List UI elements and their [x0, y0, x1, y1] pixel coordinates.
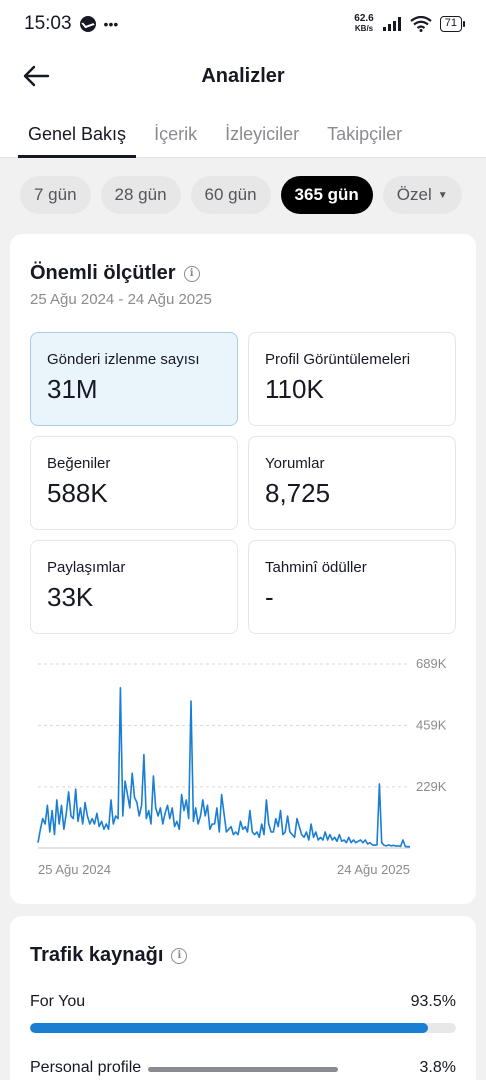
tab-viewers[interactable]: İzleyiciler: [225, 124, 300, 144]
app-header: Analizler: [0, 48, 486, 104]
messenger-icon: [79, 16, 96, 32]
tab-content[interactable]: İçerik: [154, 124, 198, 144]
period-custom[interactable]: Özel ▼: [382, 176, 462, 214]
clock: 15:03: [24, 13, 72, 34]
traffic-row-personal-profile: Personal profile 3.8%: [30, 1059, 456, 1077]
x-tick-label: 24 Ağu 2025: [337, 862, 410, 877]
tab-overview[interactable]: Genel Bakış: [18, 104, 137, 158]
date-range: 25 Ağu 2024 - 24 Ağu 2025: [30, 291, 212, 308]
key-metrics-title: Önemli ölçütler i: [30, 262, 456, 285]
wifi-icon: [410, 16, 432, 32]
caret-down-icon: ▼: [437, 189, 448, 201]
metric-label: Paylaşımlar: [47, 559, 126, 576]
metric-label: Tahminî ödüller: [265, 559, 367, 576]
metric-profile-views[interactable]: Profil Görüntülemeleri 110K: [248, 332, 456, 426]
page-title: Analizler: [201, 64, 285, 87]
metric-label: Yorumlar: [265, 455, 325, 472]
metric-post-views[interactable]: Gönderi izlenme sayısı 31M: [30, 332, 238, 426]
period-selector: 7 gün 28 gün 60 gün 365 gün Özel ▼: [0, 158, 486, 232]
metric-label: Gönderi izlenme sayısı: [47, 351, 200, 368]
traffic-source-title-text: Trafik kaynağı: [30, 944, 164, 966]
traffic-source-card: Trafik kaynağı i For You 93.5% Personal …: [10, 916, 476, 1080]
period-28-days[interactable]: 28 gün: [100, 176, 181, 214]
period-7-days[interactable]: 7 gün: [20, 176, 91, 214]
network-speed: 62.6 KB/s: [354, 13, 374, 34]
traffic-source-value: 93.5%: [410, 993, 456, 1010]
views-chart[interactable]: 689K 459K 229K 25 Ağu 2024 24 Ağu 2025: [30, 652, 456, 892]
metric-likes[interactable]: Beğeniler 588K: [30, 436, 238, 530]
back-arrow-icon[interactable]: [22, 64, 50, 88]
metric-value: 8,725: [265, 478, 331, 508]
y-tick-label: 689K: [416, 656, 447, 671]
key-metrics-title-text: Önemli ölçütler: [30, 262, 176, 284]
status-bar: 15:03 ••• 62.6 KB/s 71: [0, 0, 486, 48]
series-line: [37, 687, 410, 848]
traffic-source-label: Personal profile: [30, 1059, 142, 1076]
period-365-days[interactable]: 365 gün: [280, 176, 373, 214]
signal-icon: [382, 17, 401, 31]
metric-comments[interactable]: Yorumlar 8,725: [248, 436, 456, 530]
period-60-days[interactable]: 60 gün: [190, 176, 271, 214]
traffic-bar-track: [30, 1023, 456, 1033]
traffic-source-label: For You: [30, 993, 86, 1010]
y-tick-label: 229K: [416, 779, 447, 794]
metrics-grid: Gönderi izlenme sayısı 31M Profil Görünt…: [30, 332, 456, 634]
metric-value: 588K: [47, 478, 108, 508]
views-chart-svg: 689K 459K 229K 25 Ağu 2024 24 Ağu 2025: [37, 656, 447, 877]
metric-value: 33K: [47, 582, 94, 612]
tab-followers[interactable]: Takipçiler: [327, 124, 403, 144]
x-tick-label: 25 Ağu 2024: [38, 862, 111, 877]
metric-value: 31M: [47, 374, 98, 404]
metric-shares[interactable]: Paylaşımlar 33K: [30, 540, 238, 634]
metric-estimated-rewards[interactable]: Tahminî ödüller -: [248, 540, 456, 634]
traffic-source-value: 3.8%: [419, 1059, 456, 1076]
tab-bar: Genel Bakış İçerik İzleyiciler Takipçile…: [0, 104, 486, 158]
key-metrics-card: Önemli ölçütler i 25 Ağu 2024 - 24 Ağu 2…: [10, 234, 476, 904]
home-indicator[interactable]: [148, 1067, 338, 1072]
traffic-bar-fill: [30, 1023, 429, 1033]
traffic-row-for-you: For You 93.5%: [30, 993, 456, 1011]
top-area: 15:03 ••• 62.6 KB/s 71: [0, 0, 486, 158]
traffic-source-title: Trafik kaynağı i: [30, 944, 456, 967]
battery-icon: 71: [439, 16, 466, 32]
metric-value: 110K: [265, 374, 324, 404]
metric-label: Beğeniler: [47, 455, 111, 472]
y-tick-label: 459K: [416, 717, 447, 732]
info-icon[interactable]: i: [171, 947, 188, 964]
period-custom-label: Özel: [396, 185, 432, 204]
info-icon[interactable]: i: [183, 265, 200, 282]
more-notifications-icon: •••: [103, 16, 119, 32]
metric-label: Profil Görüntülemeleri: [265, 351, 411, 368]
metric-value: -: [265, 582, 274, 612]
